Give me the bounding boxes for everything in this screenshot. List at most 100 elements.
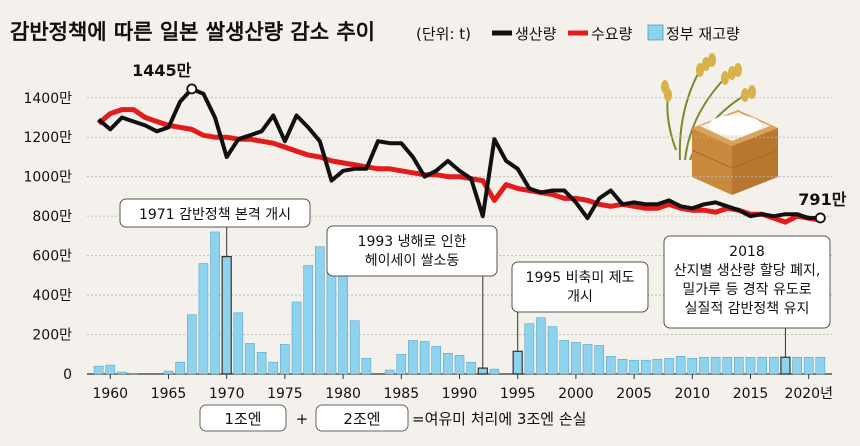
stock-bar [408,340,418,375]
footnote-box-2 [315,404,409,432]
x-tick-label: 2000 [558,386,594,402]
chart-title: 감반정책에 따른 일본 쌀생산량 감소 추이 [10,20,375,44]
x-tick-label: 1975 [267,386,303,402]
annotation-text: 밀가루 등 경작 유도로 [682,282,811,298]
stock-bar [315,246,325,375]
stock-bar [640,359,651,375]
stock-bar [559,340,570,375]
stock-bar [454,355,465,375]
stock-bar [571,342,581,375]
stock-bar [722,356,733,375]
footnote: 1조엔 + 2조엔 =여유미 처리에 3조엔 손실 [199,404,586,432]
stock-bar [338,264,348,375]
stock-bar [349,320,360,375]
stock-bar [687,357,698,375]
y-tick-label: 200만 [32,328,72,344]
footnote-box-2-label: 2조엔 [343,410,380,428]
stock-bar [617,358,628,375]
y-tick-label: 1400만 [23,91,72,107]
series-lines [96,86,821,225]
annotation-box [119,198,311,228]
annotation-text: 산지별 생산량 할당 폐지, [674,263,821,279]
x-tick-label: 2015 [733,386,769,402]
x-tick-label: 1965 [151,386,187,402]
stock-bar [547,326,558,375]
stock-bar [291,301,302,375]
legend-demand-label: 수요량 [591,25,633,43]
stock-bar [664,357,674,375]
x-tick-label: 1980 [325,386,361,402]
stock-bar [769,356,779,375]
stock-bar [175,361,185,375]
chart-unit: (단위: t) [416,25,471,43]
x-tick-label: 2020년 [784,386,833,402]
x-tick-label: 1970 [209,386,245,402]
stock-bar [163,370,174,375]
legend-stock-label: 정부 재고량 [666,25,740,43]
x-tick-label: 1995 [500,386,536,402]
rice-box-illustration [661,53,779,195]
production-line [97,86,821,221]
stock-bar [734,356,744,375]
annotation-text: 1995 비축미 제도 [526,270,635,286]
stock-bar [256,352,267,375]
stock-bar [117,371,127,375]
x-tick-label: 1960 [92,386,128,402]
stock-bar [431,346,442,375]
stock-bar [652,358,663,375]
annotation-text: 개시 [567,289,593,305]
x-tick-label: 2010 [674,386,710,402]
stock-bar [419,341,430,375]
stock-bar [699,356,709,375]
stock-bar [221,256,232,375]
y-tick-label: 400만 [32,288,72,304]
stock-bar [745,356,756,375]
stock-bar [245,343,255,375]
stock-bar [186,314,197,375]
y-tick-label: 1200만 [23,130,72,146]
stock-bars [93,231,826,375]
stock-bar [93,365,104,375]
stock-bar [606,355,616,375]
stock-bar [443,353,453,375]
x-tick-label: 2005 [616,386,652,402]
stock-bar [582,344,593,375]
annotation-box [511,261,649,313]
stock-bar [268,361,279,375]
annotation-text: 1993 냉해로 인한 [358,234,467,250]
stock-bar [757,356,767,375]
point-labels: 1445만 791만 [132,61,847,224]
y-tick-label: 800만 [32,209,72,225]
x-tick-label: 1985 [383,386,419,402]
stock-bar [803,356,814,375]
annotation-text: 1971 감반정책 본격 개시 [139,207,291,223]
point-marker [186,83,198,95]
stock-bar [512,350,523,375]
stock-bar [128,373,139,375]
stock-bar [780,356,791,375]
annotation-box [326,225,498,277]
footnote-text: =여유미 처리에 3조엔 손실 [412,410,586,428]
x-tick-label: 1990 [442,386,478,402]
stock-bar [105,364,116,375]
stock-bar [815,356,826,375]
stock-bar [536,317,546,375]
stock-bar [594,345,604,375]
annotation-text: 2018 [729,244,765,260]
point-label: 791만 [798,190,846,209]
stock-bar [675,355,686,375]
stock-bar [710,356,721,375]
stock-bar [489,368,500,375]
y-tick-label: 1000만 [23,170,72,186]
stock-bar [384,369,395,375]
y-tick-label: 0 [63,367,72,383]
stock-bar [233,312,244,375]
y-axis: 0 200만 400만 600만 800만 1000만 1200만 1400만 [23,91,72,383]
legend-production-label: 생산량 [515,25,557,43]
footnote-plus: + [296,410,309,428]
stock-bar [524,323,535,375]
y-tick-label: 600만 [32,249,72,265]
